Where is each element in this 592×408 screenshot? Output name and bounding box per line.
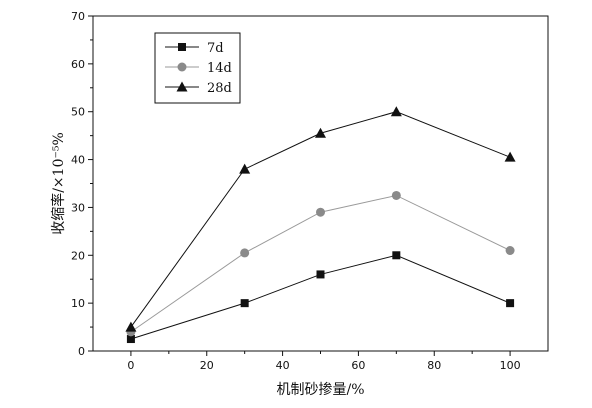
y-tick-label: 30	[71, 201, 85, 214]
x-tick-label: 100	[500, 359, 521, 372]
data-point-7d	[506, 299, 515, 308]
legend: 7d 14d 28d	[154, 32, 241, 104]
x-axis-label: 机制砂掺量/%	[276, 381, 364, 398]
y-tick-label: 10	[71, 297, 85, 310]
series-line-28d	[130, 111, 511, 328]
y-tick-label: 60	[71, 58, 85, 71]
data-point-28d	[315, 127, 326, 138]
series-markers	[125, 106, 516, 344]
y-tick-label: 0	[78, 345, 85, 358]
x-tick-label: 40	[276, 359, 290, 372]
x-axis-ticks: 0 20 40 60 80 100	[127, 351, 521, 372]
data-point-14d	[391, 190, 401, 200]
legend-box	[154, 32, 241, 104]
y-axis-label: 收缩率/×10⁻⁵%	[50, 132, 67, 235]
x-tick-label: 60	[351, 359, 365, 372]
data-point-28d	[390, 106, 402, 117]
legend-marker-28d	[176, 81, 188, 92]
x-tick-label: 0	[127, 359, 134, 372]
data-point-7d	[126, 335, 135, 344]
legend-label-28d: 28d	[207, 81, 232, 96]
y-tick-label: 40	[71, 154, 85, 167]
y-axis-ticks: 0 10 20 30 40 50 60 70	[71, 10, 93, 358]
data-point-7d	[392, 251, 401, 260]
y-tick-label: 20	[71, 249, 85, 262]
data-point-28d	[239, 163, 251, 174]
x-tick-label: 80	[427, 359, 441, 372]
y-tick-label: 70	[71, 10, 85, 23]
series-lines	[130, 111, 511, 340]
series-line-7d	[130, 254, 511, 340]
legend-marker-7d	[178, 43, 186, 51]
data-point-14d	[316, 207, 325, 217]
data-point-7d	[240, 299, 249, 308]
legend-label-7d: 7d	[207, 41, 224, 56]
data-point-28d	[504, 151, 516, 162]
data-point-14d	[505, 246, 515, 255]
legend-label-14d: 14d	[207, 61, 232, 76]
data-point-28d	[125, 321, 137, 332]
y-tick-label: 50	[71, 106, 85, 119]
data-point-7d	[316, 270, 325, 279]
x-tick-label: 20	[200, 359, 214, 372]
data-point-14d	[240, 248, 250, 258]
legend-marker-14d	[177, 62, 187, 72]
